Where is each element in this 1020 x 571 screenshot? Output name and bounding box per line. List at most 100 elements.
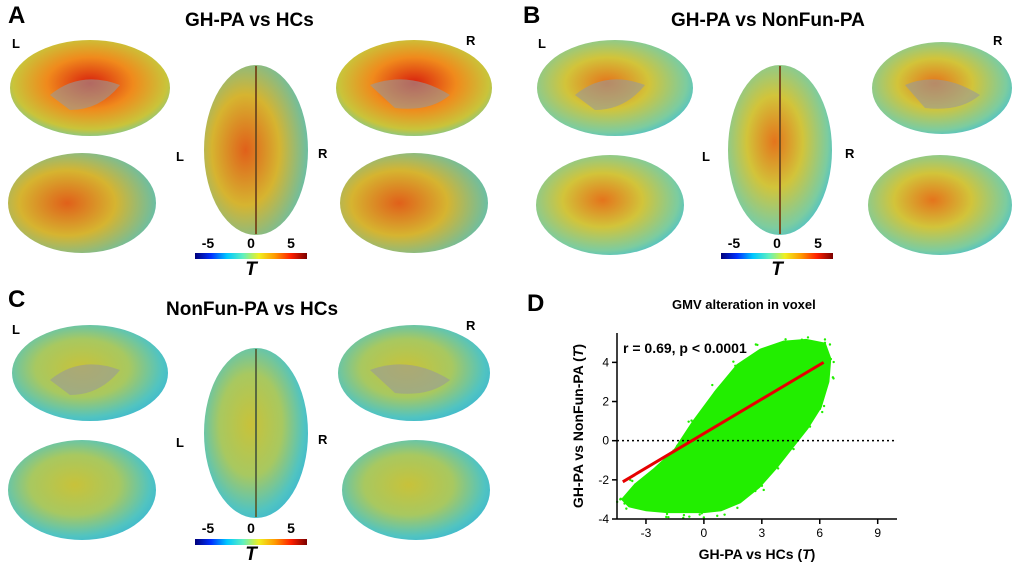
scatter-point [634,483,637,486]
scatter-point [786,448,790,452]
scatter-point-cloud [620,338,832,514]
scatter-point [735,364,739,368]
scatter-point [792,447,795,451]
scatter-point [631,479,634,483]
axial-right-label: R [845,146,855,161]
scatter-point [625,507,628,510]
scatter-point [827,359,831,363]
corpus-callosum [370,364,450,394]
scatter-point [698,513,701,516]
x-axis-label-part: T [802,546,812,562]
hemisphere-right-label: R [466,318,476,333]
scatter-point [823,338,827,341]
scatter-point [711,383,714,387]
scatter-point [806,336,810,339]
y-axis-label-part: ) [570,344,586,349]
corpus-callosum [905,79,980,109]
y-tick-label: 2 [602,395,609,409]
panel-title: GH-PA vs HCs [185,10,314,31]
corpus-callosum [575,79,645,110]
scatter-point [629,504,632,508]
axial-left-label: L [176,149,184,164]
scatter-point [736,506,739,510]
y-axis-label: GH-PA vs NonFun-PA (T) [570,344,586,508]
y-tick-label: -2 [598,473,609,487]
panel-label: C [8,286,26,313]
colorbar-label: T [245,259,257,280]
colorbar-tick: 0 [247,520,255,536]
colorbar-tick: -5 [201,520,215,536]
right-lateral-brain [340,153,488,253]
panel-label: A [8,2,26,29]
axial-right-label: R [318,146,328,161]
brain-renders [8,325,490,540]
scatter-point [643,505,646,509]
panel-label: B [523,2,541,29]
scatter-point [732,360,735,363]
scatter-point [772,464,775,467]
scatter-point [654,470,657,473]
scatter-point [832,360,835,364]
scatter-point [619,498,622,501]
scatter-point [640,507,643,510]
scatter-point [821,410,824,414]
hemisphere-left-label: L [12,36,20,51]
scatter-point [808,425,812,428]
scatter-point [800,338,804,341]
right-lateral-brain [342,440,490,540]
scatter-point [823,341,827,345]
scatter-point [629,478,632,482]
panel-title: NonFun-PA vs HCs [166,299,339,320]
hemisphere-right-label: R [993,33,1003,48]
scatter-point [804,341,807,345]
scatter-point [690,419,693,422]
hemisphere-left-label: L [538,36,546,51]
scatter-point [832,377,835,380]
scatter-point [667,515,670,519]
left-lateral-brain [536,155,684,255]
scatter-point [787,442,790,445]
scatter-point [700,512,703,515]
scatter-point [762,488,765,492]
scatter-point [734,364,737,367]
correlation-annotation: r = 0.69, p < 0.0001 [623,340,747,356]
colorbar [195,253,307,259]
colorbar-tick: -5 [201,235,215,251]
x-tick-label: 9 [874,526,881,540]
scatter-point [775,463,779,466]
scatter-point [713,391,717,394]
colorbar-tick: 5 [287,235,295,251]
scatter-point [682,513,686,517]
x-tick-label: 0 [701,526,708,540]
colorbar-tick: -5 [727,235,741,251]
colorbar-tick: 5 [287,520,295,536]
y-axis-label-part: T [570,347,586,357]
scatter-point [782,340,786,343]
scatter-point [665,515,668,519]
colorbar-tick: 0 [247,235,255,251]
scatter-point [740,498,744,501]
brain-renders [536,40,1012,255]
hemisphere-left-label: L [12,322,20,337]
scatter-point [688,515,691,518]
panel-label: D [527,290,545,317]
scatter-point [676,444,679,448]
corpus-callosum [370,79,450,109]
scatter-point [720,506,723,510]
chart-title: GMV alteration in voxel [672,297,816,312]
scatter-point [736,498,740,502]
scatter-point [804,428,807,432]
scatter-point [716,514,719,518]
colorbar [195,539,307,545]
x-axis-label-part: ) [811,546,816,562]
axial-left-label: L [702,149,710,164]
scatter-point [818,407,822,410]
scatter-point [715,390,719,394]
scatter-point [695,422,698,426]
scatter-point [760,484,764,487]
scatter-point [687,420,690,423]
scatter-point [723,513,726,516]
scatter-point [776,467,780,470]
left-lateral-brain [8,440,156,540]
colorbar [721,253,833,259]
